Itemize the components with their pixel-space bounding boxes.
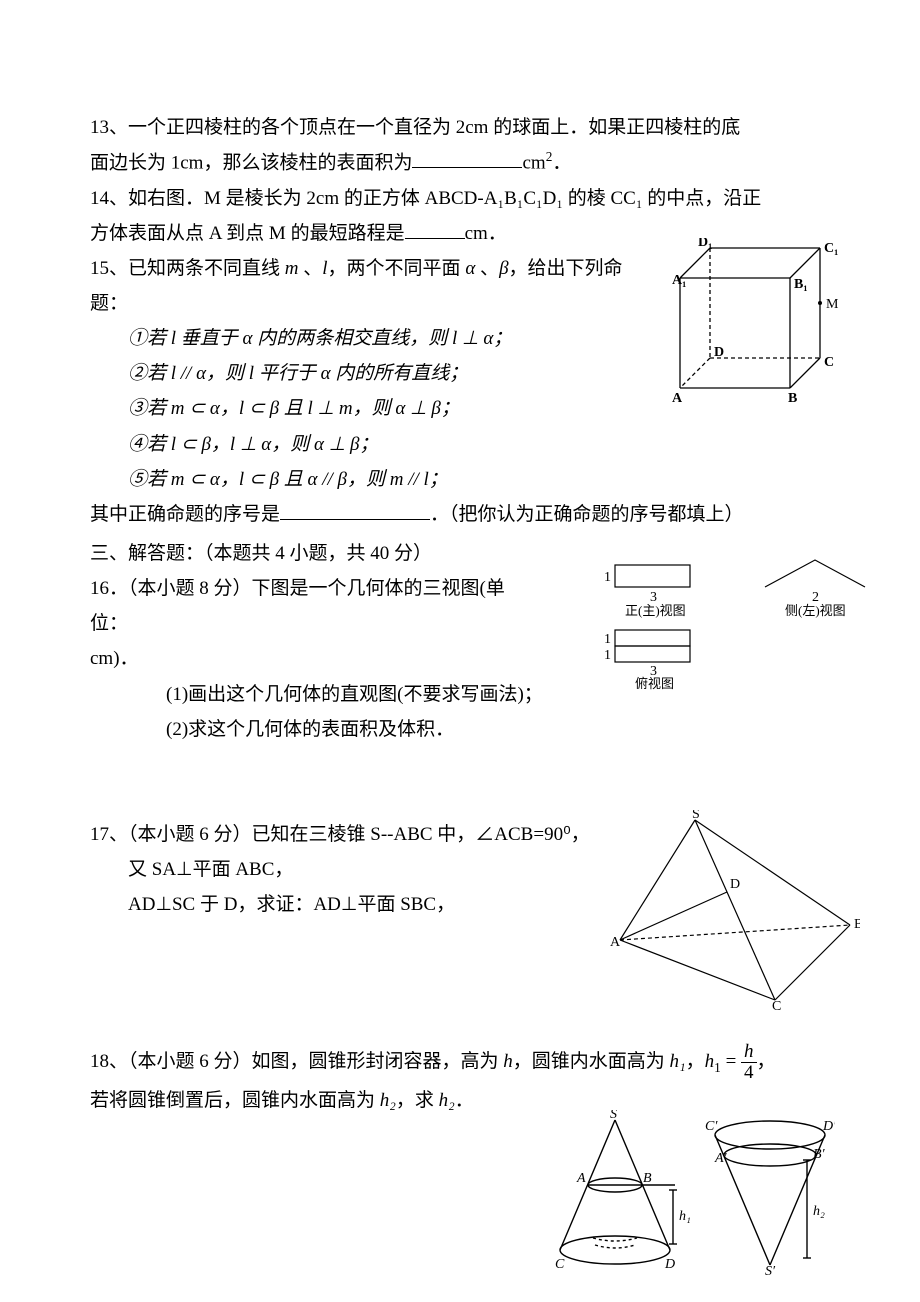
q18-line1: 18、（本小题 6 分）如图，圆锥形封闭容器，高为 h，圆锥内水面高为 h₁，h… <box>90 1042 830 1083</box>
svg-text:1: 1 <box>604 632 611 647</box>
cube-figure: A₁ B₁ C₁ D₁ A B C D M <box>670 238 850 408</box>
tetra-figure: S A B C D <box>610 810 860 1010</box>
q18-h1lhs-sub: 1 <box>714 1060 721 1075</box>
svg-text:侧(左)视图: 侧(左)视图 <box>785 603 846 618</box>
q15-i1-post: 、 <box>475 258 499 279</box>
q18-frac-num: h <box>741 1042 757 1063</box>
q15-it2: ②若 l // α，则 l 平行于 α 内的所有直线； <box>128 363 468 384</box>
svg-text:A: A <box>610 935 621 950</box>
q13-line2: 面边长为 1cm，那么该棱柱的表面积为cm2． <box>90 145 830 180</box>
svg-text:S′: S′ <box>765 1264 776 1275</box>
q15-b1: β <box>499 258 508 279</box>
q15-m1: m <box>285 258 299 279</box>
svg-text:C₁: C₁ <box>824 241 838 256</box>
q15-i1-pp: ，两个不同平面 <box>328 258 466 279</box>
q15-i1-mid: 、 <box>299 258 323 279</box>
q18-l1-pre: 18、（本小题 6 分）如图，圆锥形封闭容器，高为 <box>90 1051 503 1072</box>
q18-h2b: h₂ <box>439 1090 455 1111</box>
q18-h2: h₂ <box>380 1090 396 1111</box>
cones-figure: S A B C D h₁ C′ D′ A′ B′ S′ h₂ <box>555 1110 835 1275</box>
q15-a1: α <box>465 258 475 279</box>
q13-blank[interactable] <box>412 167 522 168</box>
q15-it1: ①若 l 垂直于 α 内的两条相交直线，则 l ⊥ α； <box>128 328 512 349</box>
svg-text:C: C <box>772 999 781 1010</box>
svg-text:A′: A′ <box>714 1151 728 1166</box>
svg-text:C: C <box>824 355 834 370</box>
q14-line1: 14、如右图．M 是棱长为 2cm 的正方体 ABCD-A₁B₁C₁D₁ 的棱 … <box>90 181 830 216</box>
threeview-figure: 1 3 正(主)视图 2 侧(左)视图 1 1 3 俯视图 <box>580 555 870 690</box>
svg-text:正(主)视图: 正(主)视图 <box>625 603 686 618</box>
q15-it4: ④若 l ⊂ β，l ⊥ α，则 α ⊥ β； <box>128 434 378 455</box>
q13-line2-pre: 面边长为 1cm，那么该棱柱的表面积为 <box>90 152 412 173</box>
svg-text:D′: D′ <box>822 1119 835 1134</box>
q13-unit: cm <box>522 152 545 173</box>
q15-i1-end: ，给出下列命 <box>509 258 623 279</box>
svg-text:B₁: B₁ <box>794 277 808 292</box>
q18-frac-den: 4 <box>741 1063 757 1083</box>
svg-text:A: A <box>576 1171 586 1186</box>
svg-text:h₂: h₂ <box>813 1204 825 1219</box>
svg-text:D: D <box>664 1257 675 1272</box>
q15-conc-pre: 其中正确命题的序号是 <box>90 504 280 525</box>
q18-h1lhs: h1 <box>705 1051 721 1072</box>
q18-eq: = <box>721 1051 741 1072</box>
q18-l2-post: ． <box>455 1090 474 1111</box>
svg-text:S: S <box>610 1110 617 1122</box>
q15-conclusion: 其中正确命题的序号是 ．（把你认为正确命题的序号都填上） <box>90 497 830 532</box>
svg-text:B: B <box>854 917 860 932</box>
q14-line2-post: cm． <box>465 223 507 244</box>
q15-conc-post: ．（把你认为正确命题的序号都填上） <box>430 504 744 525</box>
q14-blank[interactable] <box>405 238 465 239</box>
svg-text:A: A <box>672 391 683 406</box>
svg-text:C′: C′ <box>705 1119 718 1134</box>
svg-text:1: 1 <box>604 570 611 585</box>
q15-blank[interactable] <box>280 519 430 520</box>
svg-text:B′: B′ <box>813 1147 826 1162</box>
svg-text:1: 1 <box>604 648 611 663</box>
q18-h1lhs-h: h <box>705 1051 715 1072</box>
svg-text:B: B <box>643 1171 652 1186</box>
q18-l1-post: ， <box>757 1051 776 1072</box>
q15-it3: ③若 m ⊂ α，l ⊂ β 且 l ⊥ m，则 α ⊥ β； <box>128 398 460 419</box>
svg-text:俯视图: 俯视图 <box>635 676 674 690</box>
svg-text:D₁: D₁ <box>698 238 712 250</box>
svg-text:M: M <box>826 297 839 312</box>
svg-text:C: C <box>555 1257 565 1272</box>
q18-l2-pre: 若将圆锥倒置后，圆锥内水面高为 <box>90 1090 380 1111</box>
svg-text:D: D <box>730 877 740 892</box>
q15-item5: ⑤若 m ⊂ α，l ⊂ β 且 α // β，则 m // l； <box>90 462 830 497</box>
q18-h: h <box>503 1051 513 1072</box>
q13-line1: 13、一个正四棱柱的各个顶点在一个直径为 2cm 的球面上．如果正四棱柱的底 <box>90 110 830 145</box>
svg-text:h₁: h₁ <box>679 1209 691 1224</box>
svg-text:D: D <box>714 345 724 360</box>
svg-text:B: B <box>788 391 797 406</box>
svg-text:A₁: A₁ <box>672 273 686 288</box>
q18-frac: h4 <box>741 1042 757 1083</box>
q18-l1-m1: ，圆锥内水面高为 <box>513 1051 670 1072</box>
q14-line2-pre: 方体表面从点 A 到点 M 的最短路程是 <box>90 223 405 244</box>
q16-sub2: (2)求这个几何体的表面积及体积． <box>90 712 830 747</box>
q15-it5: ⑤若 m ⊂ α，l ⊂ β 且 α // β，则 m // l； <box>128 469 448 490</box>
q18-l2-mid: ，求 <box>396 1090 439 1111</box>
q13-tail: ． <box>552 152 571 173</box>
q15-item4: ④若 l ⊂ β，l ⊥ α，则 α ⊥ β； <box>90 427 830 462</box>
svg-text:S: S <box>692 810 700 822</box>
q15-i1-pre: 15、已知两条不同直线 <box>90 258 285 279</box>
q18-l1-m2: ， <box>686 1051 705 1072</box>
q18-h1: h₁ <box>670 1051 686 1072</box>
